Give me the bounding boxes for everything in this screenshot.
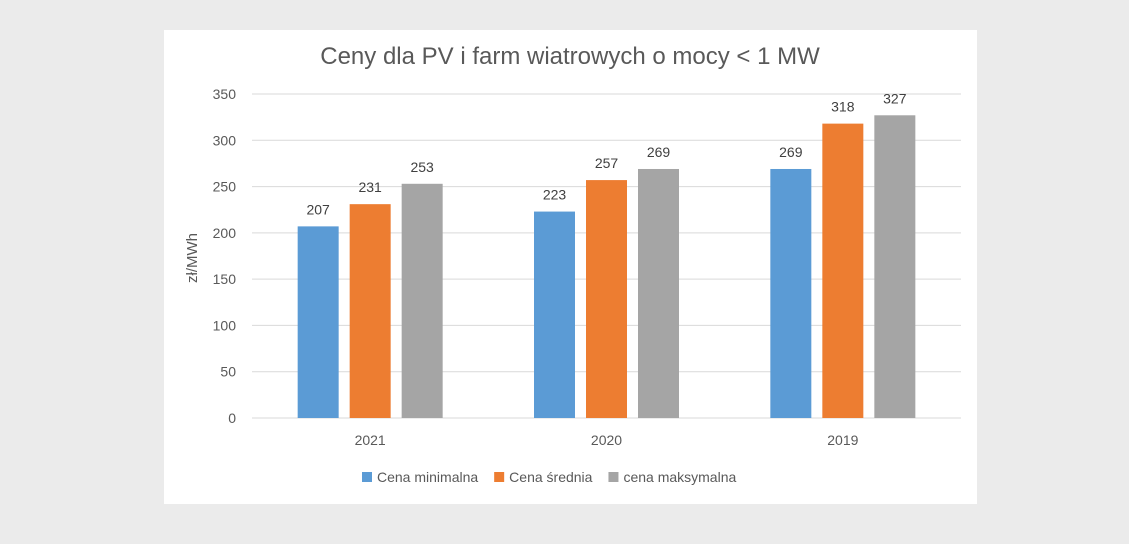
y-tick-label: 50	[220, 364, 236, 380]
legend-label: Cena minimalna	[377, 469, 478, 485]
y-tick-label: 0	[228, 410, 236, 426]
y-tick-label: 100	[213, 317, 237, 333]
bar	[586, 180, 627, 418]
y-tick-label: 300	[213, 132, 237, 148]
data-label: 257	[595, 155, 619, 171]
legend-label: cena maksymalna	[623, 469, 736, 485]
data-label: 231	[358, 179, 382, 195]
legend-swatch	[494, 472, 505, 482]
y-axis-label: zł/MWh	[184, 233, 201, 283]
x-category-label: 2021	[355, 432, 386, 448]
bars	[297, 115, 916, 418]
x-category-label: 2019	[827, 432, 858, 448]
x-category-label: 2020	[591, 432, 622, 448]
bar	[349, 204, 391, 418]
data-label: 269	[647, 144, 671, 160]
data-label: 327	[883, 90, 907, 106]
legend: Cena minimalna Cena średnia cena maksymaln…	[362, 469, 736, 485]
legend-swatch	[608, 472, 619, 482]
legend-swatch	[362, 472, 372, 482]
data-label: 318	[831, 99, 855, 115]
data-label: 207	[306, 201, 330, 217]
y-axis-ticks: 0 50 100 150 200 250 300 350	[213, 86, 237, 426]
chart-title: Ceny dla PV i farm wiatrowych o mocy < 1…	[320, 43, 820, 70]
y-tick-label: 150	[213, 271, 237, 287]
bar	[770, 168, 812, 418]
chart-card: Ceny dla PV i farm wiatrowych o mocy < 1…	[164, 30, 977, 504]
y-tick-label: 200	[213, 225, 237, 241]
legend-label: Cena średnia	[509, 469, 592, 485]
data-labels: 207 231 253 223 257 269 269 318 327	[306, 90, 906, 217]
y-tick-label: 250	[213, 179, 237, 195]
bar	[297, 226, 339, 418]
bar	[638, 168, 679, 418]
y-tick-label: 350	[213, 86, 237, 102]
bar	[822, 123, 864, 418]
data-label: 253	[410, 159, 434, 175]
bar	[874, 115, 916, 418]
bar-chart: Ceny dla PV i farm wiatrowych o mocy < 1…	[184, 43, 961, 485]
bar	[401, 183, 443, 418]
x-axis-categories: 2021 2020 2019	[355, 432, 859, 448]
data-label: 269	[779, 144, 803, 160]
data-label: 223	[543, 187, 567, 203]
bar	[534, 211, 575, 418]
